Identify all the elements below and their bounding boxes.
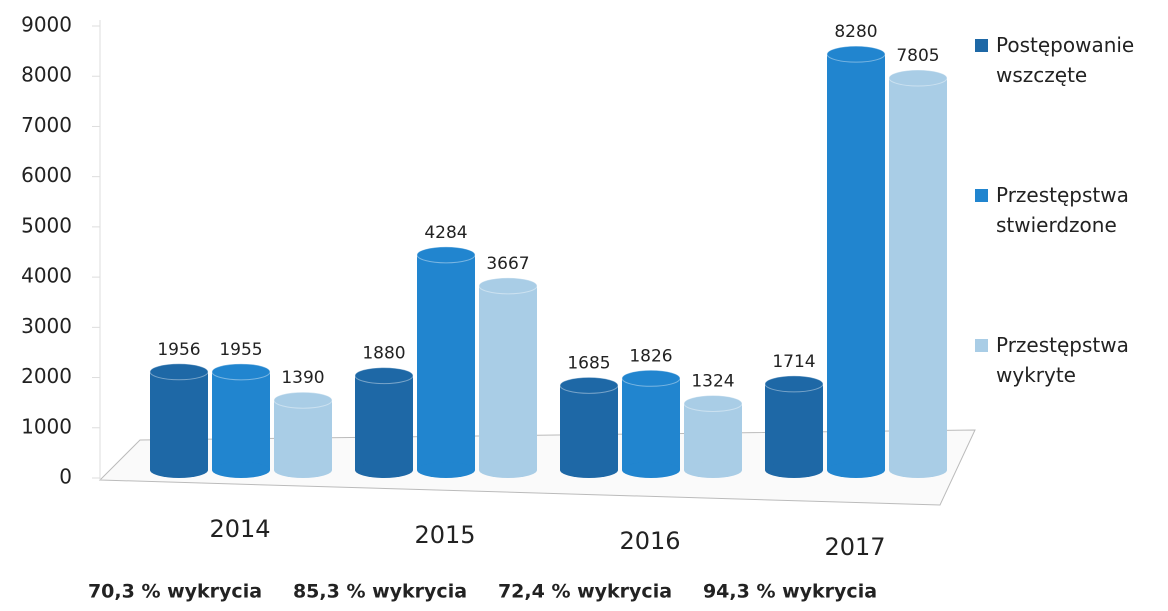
value-label: 1880 bbox=[362, 344, 405, 364]
bar-cap bbox=[888, 69, 948, 87]
bar bbox=[684, 403, 742, 470]
y-tick-label: 3000 bbox=[21, 314, 72, 338]
bar bbox=[560, 385, 618, 470]
y-tick-label: 6000 bbox=[21, 163, 72, 187]
bar-cap bbox=[149, 363, 209, 381]
bar-base bbox=[417, 462, 475, 478]
legend-swatch bbox=[975, 339, 988, 352]
value-label: 4284 bbox=[424, 223, 467, 243]
value-label: 1955 bbox=[219, 340, 262, 360]
bar-base bbox=[150, 462, 208, 478]
y-tick-label: 2000 bbox=[21, 364, 72, 388]
bar-cap bbox=[478, 277, 538, 295]
bar bbox=[479, 285, 537, 470]
bar-cap bbox=[683, 395, 743, 413]
y-tick-label: 5000 bbox=[21, 213, 72, 237]
legend-label: Przestępstwa wykryte bbox=[996, 333, 1129, 387]
annotation: 94,3 % wykrycia bbox=[703, 581, 877, 603]
legend-item: Postępowanie wszczęte bbox=[975, 30, 1160, 90]
value-label: 7805 bbox=[896, 46, 939, 66]
bar bbox=[355, 375, 413, 470]
bar-cap bbox=[211, 363, 271, 381]
bar-cap bbox=[354, 367, 414, 385]
y-tick-label: 7000 bbox=[21, 113, 72, 137]
value-label: 1390 bbox=[281, 368, 324, 388]
bar bbox=[765, 383, 823, 470]
x-tick-label: 2015 bbox=[414, 521, 475, 549]
value-label: 1826 bbox=[629, 346, 672, 366]
y-tick-label: 1000 bbox=[21, 414, 72, 438]
bar bbox=[889, 78, 947, 470]
bar bbox=[150, 371, 208, 470]
bar bbox=[622, 378, 680, 470]
annotation: 72,4 % wykrycia bbox=[498, 581, 672, 603]
annotation: 85,3 % wykrycia bbox=[293, 581, 467, 603]
bar-base bbox=[355, 462, 413, 478]
bar-cap bbox=[273, 391, 333, 409]
bar-base bbox=[274, 462, 332, 478]
value-label: 3667 bbox=[486, 254, 529, 274]
bar-base bbox=[827, 462, 885, 478]
bar bbox=[827, 54, 885, 470]
value-label: 8280 bbox=[834, 22, 877, 42]
legend-label: Postępowanie wszczęte bbox=[996, 33, 1135, 87]
value-label: 1714 bbox=[772, 352, 815, 372]
bar bbox=[274, 400, 332, 470]
y-tick-label: 0 bbox=[59, 465, 72, 489]
legend-item: Przestępstwa wykryte bbox=[975, 330, 1160, 390]
value-label: 1324 bbox=[691, 372, 734, 392]
x-tick-label: 2017 bbox=[824, 533, 885, 561]
legend-label: Przestępstwa stwierdzone bbox=[996, 183, 1129, 237]
value-label: 1956 bbox=[157, 340, 200, 360]
annotation: 70,3 % wykrycia bbox=[88, 581, 262, 603]
bar-base bbox=[560, 462, 618, 478]
legend-swatch bbox=[975, 39, 988, 52]
bar-cap bbox=[559, 376, 619, 394]
bar bbox=[417, 254, 475, 470]
bar-base bbox=[889, 462, 947, 478]
y-tick-label: 9000 bbox=[21, 13, 72, 37]
legend-item: Przestępstwa stwierdzone bbox=[975, 180, 1160, 240]
y-tick-label: 8000 bbox=[21, 63, 72, 87]
legend-swatch bbox=[975, 189, 988, 202]
bar-cap bbox=[416, 246, 476, 264]
bar-cap bbox=[826, 45, 886, 63]
bar-base bbox=[684, 462, 742, 478]
bar-base bbox=[622, 462, 680, 478]
bar-cap bbox=[764, 375, 824, 393]
bar bbox=[212, 371, 270, 470]
value-label: 1685 bbox=[567, 353, 610, 373]
bar-base bbox=[212, 462, 270, 478]
x-tick-label: 2014 bbox=[209, 515, 270, 543]
x-tick-label: 2016 bbox=[619, 527, 680, 555]
bar-cap bbox=[621, 369, 681, 387]
bar-base bbox=[765, 462, 823, 478]
y-tick-label: 4000 bbox=[21, 264, 72, 288]
bar-base bbox=[479, 462, 537, 478]
